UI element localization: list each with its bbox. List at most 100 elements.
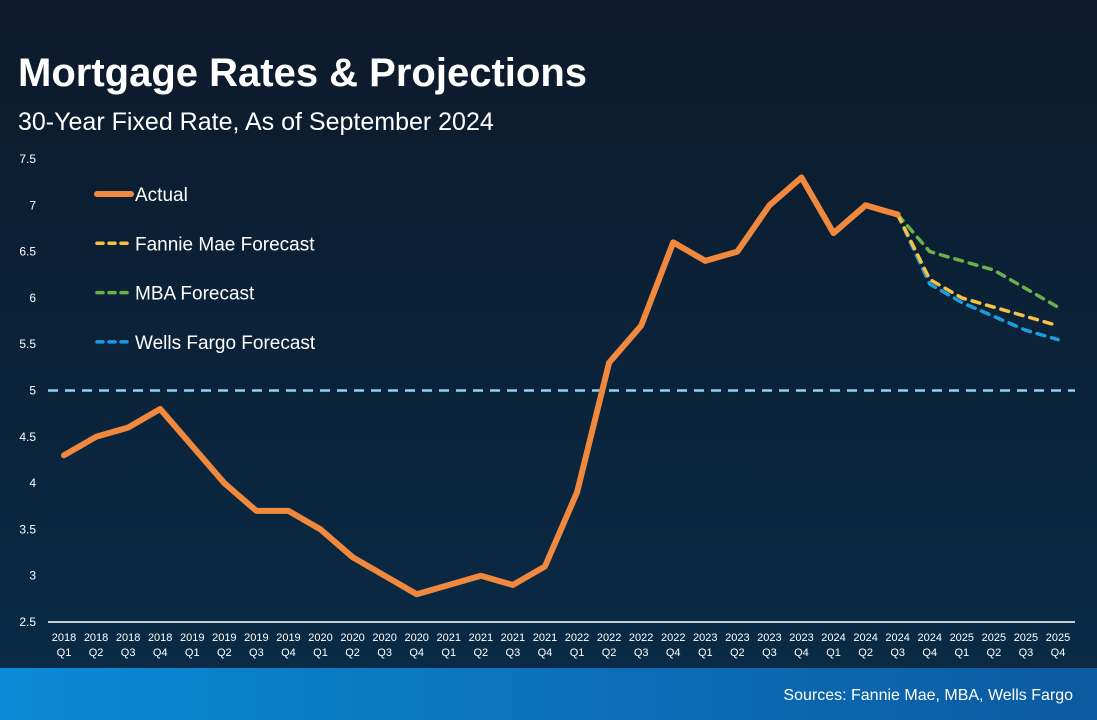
x-tick-year: 2021 bbox=[533, 632, 557, 644]
y-tick-label: 7 bbox=[29, 198, 36, 212]
y-tick-label: 4.5 bbox=[19, 430, 36, 444]
x-tick-year: 2023 bbox=[757, 632, 781, 644]
x-tick-label: 2019 Q1 bbox=[180, 632, 204, 659]
x-tick-year: 2023 bbox=[693, 632, 717, 644]
legend-label: MBA Forecast bbox=[135, 284, 255, 305]
x-tick-year: 2021 bbox=[501, 632, 525, 644]
y-tick-label: 4 bbox=[29, 476, 36, 490]
x-tick-quarter: Q2 bbox=[602, 647, 617, 659]
x-tick-label: 2018 Q2 bbox=[84, 632, 108, 659]
x-tick-year: 2023 bbox=[725, 632, 749, 644]
chart-title: Mortgage Rates & Projections bbox=[18, 51, 587, 95]
x-tick-quarter: Q2 bbox=[858, 647, 873, 659]
x-tick-label: 2024 Q2 bbox=[853, 632, 877, 659]
x-tick-label: 2020 Q3 bbox=[372, 632, 396, 659]
x-tick-quarter: Q4 bbox=[153, 647, 168, 659]
legend-label: Wells Fargo Forecast bbox=[135, 333, 316, 354]
x-tick-label: 2024 Q3 bbox=[885, 632, 909, 659]
legend-label: Actual bbox=[135, 185, 188, 206]
x-tick-year: 2024 bbox=[917, 632, 941, 644]
x-tick-year: 2020 bbox=[404, 632, 428, 644]
x-tick-quarter: Q4 bbox=[794, 647, 809, 659]
x-tick-quarter: Q2 bbox=[345, 647, 360, 659]
x-tick-quarter: Q1 bbox=[698, 647, 713, 659]
x-tick-label: 2022 Q2 bbox=[597, 632, 621, 659]
x-tick-quarter: Q3 bbox=[890, 647, 905, 659]
x-tick-quarter: Q2 bbox=[89, 647, 104, 659]
x-tick-label: 2021 Q3 bbox=[501, 632, 525, 659]
x-tick-label: 2023 Q3 bbox=[757, 632, 781, 659]
x-tick-quarter: Q2 bbox=[217, 647, 232, 659]
x-tick-year: 2022 bbox=[661, 632, 685, 644]
x-tick-quarter: Q1 bbox=[57, 647, 72, 659]
x-tick-year: 2025 bbox=[1014, 632, 1038, 644]
x-tick-quarter: Q1 bbox=[441, 647, 456, 659]
x-tick-year: 2023 bbox=[789, 632, 813, 644]
x-tick-label: 2018 Q1 bbox=[52, 632, 76, 659]
x-tick-quarter: Q1 bbox=[826, 647, 841, 659]
x-tick-label: 2024 Q1 bbox=[821, 632, 845, 659]
x-tick-label: 2019 Q4 bbox=[276, 632, 300, 659]
x-tick-year: 2019 bbox=[276, 632, 300, 644]
x-tick-label: 2025 Q2 bbox=[982, 632, 1006, 659]
series-line bbox=[61, 174, 901, 598]
x-tick-quarter: Q4 bbox=[666, 647, 681, 659]
x-tick-quarter: Q4 bbox=[1051, 647, 1066, 659]
y-tick-label: 5.5 bbox=[19, 337, 36, 351]
x-tick-label: 2025 Q1 bbox=[950, 632, 974, 659]
x-tick-year: 2018 bbox=[148, 632, 172, 644]
y-tick-label: 2.5 bbox=[19, 615, 36, 629]
x-tick-year: 2022 bbox=[565, 632, 589, 644]
x-tick-quarter: Q1 bbox=[954, 647, 969, 659]
y-tick-label: 6 bbox=[29, 291, 36, 305]
x-tick-label: 2024 Q4 bbox=[917, 632, 941, 659]
x-tick-label: 2025 Q4 bbox=[1046, 632, 1070, 659]
x-tick-label: 2023 Q2 bbox=[725, 632, 749, 659]
y-tick-label: 6.5 bbox=[19, 245, 36, 259]
x-tick-year: 2019 bbox=[244, 632, 268, 644]
x-tick-quarter: Q1 bbox=[185, 647, 200, 659]
x-tick-quarter: Q1 bbox=[313, 647, 328, 659]
y-tick-label: 3 bbox=[29, 569, 36, 583]
x-tick-year: 2020 bbox=[372, 632, 396, 644]
y-tick-label: 7.5 bbox=[19, 152, 36, 166]
x-tick-label: 2021 Q2 bbox=[469, 632, 493, 659]
x-tick-year: 2018 bbox=[84, 632, 108, 644]
x-tick-year: 2020 bbox=[340, 632, 364, 644]
x-tick-year: 2020 bbox=[308, 632, 332, 644]
x-tick-label: 2019 Q2 bbox=[212, 632, 236, 659]
x-tick-year: 2019 bbox=[212, 632, 236, 644]
x-tick-quarter: Q4 bbox=[922, 647, 937, 659]
footer-source: Sources: Fannie Mae, MBA, Wells Fargo bbox=[783, 687, 1073, 704]
x-tick-year: 2019 bbox=[180, 632, 204, 644]
x-tick-quarter: Q3 bbox=[377, 647, 392, 659]
x-tick-label: 2025 Q3 bbox=[1014, 632, 1038, 659]
x-tick-quarter: Q2 bbox=[987, 647, 1002, 659]
x-tick-label: 2020 Q4 bbox=[404, 632, 428, 659]
series-line bbox=[895, 212, 1060, 328]
x-tick-year: 2021 bbox=[469, 632, 493, 644]
x-tick-quarter: Q3 bbox=[1019, 647, 1034, 659]
x-tick-label: 2022 Q4 bbox=[661, 632, 685, 659]
x-tick-label: 2022 Q3 bbox=[629, 632, 653, 659]
x-tick-quarter: Q4 bbox=[281, 647, 296, 659]
x-tick-year: 2022 bbox=[629, 632, 653, 644]
x-tick-label: 2023 Q4 bbox=[789, 632, 813, 659]
series-line bbox=[895, 212, 1060, 309]
x-tick-year: 2024 bbox=[885, 632, 909, 644]
x-tick-label: 2019 Q3 bbox=[244, 632, 268, 659]
x-tick-quarter: Q4 bbox=[538, 647, 553, 659]
y-tick-label: 3.5 bbox=[19, 522, 36, 536]
x-tick-label: 2018 Q3 bbox=[116, 632, 140, 659]
x-tick-label: 2020 Q1 bbox=[308, 632, 332, 659]
x-tick-quarter: Q2 bbox=[473, 647, 488, 659]
x-tick-quarter: Q3 bbox=[634, 647, 649, 659]
x-tick-year: 2024 bbox=[853, 632, 877, 644]
x-tick-quarter: Q3 bbox=[249, 647, 264, 659]
x-tick-quarter: Q3 bbox=[121, 647, 136, 659]
x-tick-quarter: Q3 bbox=[506, 647, 521, 659]
x-tick-label: 2020 Q2 bbox=[340, 632, 364, 659]
x-tick-year: 2018 bbox=[116, 632, 140, 644]
x-tick-quarter: Q2 bbox=[730, 647, 745, 659]
